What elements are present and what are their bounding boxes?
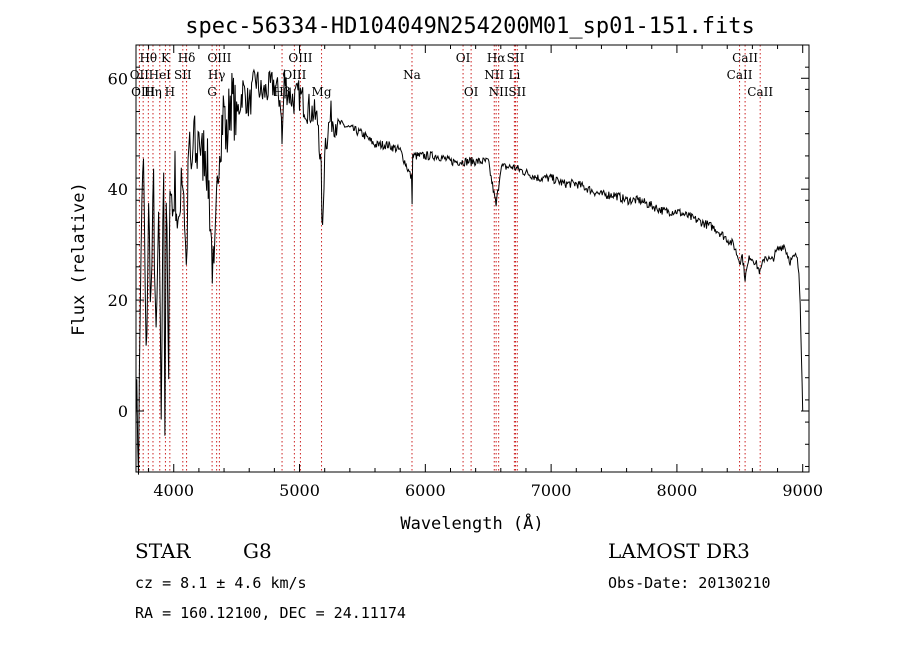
line-label-6: H (165, 85, 175, 99)
line-label-8: Hδ (178, 51, 196, 65)
line-label-2: OIII (131, 85, 155, 99)
line-label-0: Hθ (139, 51, 157, 65)
line-label-15: Mg (312, 85, 332, 99)
line-label-9: OIII (207, 51, 231, 65)
y-tick-label: 20 (108, 291, 128, 310)
line-label-7: SII (174, 68, 192, 82)
object-class: STAR (135, 539, 191, 563)
survey-name: LAMOST DR3 (608, 539, 750, 563)
axis-ticks: 4000 5000 6000 7000 8000 9000 0 20 40 60 (108, 45, 823, 500)
line-label-27: CaII (747, 85, 773, 99)
y-tick-label: 40 (108, 180, 128, 199)
y-tick-label: 60 (108, 69, 128, 88)
line-label-10: Hγ (208, 68, 226, 82)
x-tick-label: 6000 (405, 481, 446, 500)
y-tick-label: 0 (118, 402, 128, 421)
line-label-5: K (161, 51, 171, 65)
line-label-26: CaII (727, 68, 753, 82)
spectral-line-markers (138, 45, 761, 472)
spectrum-line (135, 68, 804, 475)
plot-frame (135, 44, 810, 473)
line-label-25: CaII (732, 51, 758, 65)
line-label-3: Hη (144, 85, 162, 99)
x-tick-label: 7000 (531, 481, 572, 500)
obs-date: Obs-Date: 20130210 (608, 574, 771, 592)
line-label-12: OIII (288, 51, 312, 65)
line-label-21: NII (484, 68, 504, 82)
x-tick-label: 5000 (279, 481, 320, 500)
object-subclass: G8 (243, 539, 272, 563)
x-tick-label: 9000 (782, 481, 823, 500)
line-label-1: OII (130, 68, 150, 82)
chart-title: spec-56334-HD104049N254200M01_sp01-151.f… (185, 14, 755, 39)
line-label-16: Na (403, 68, 421, 82)
line-label-13: OIII (282, 68, 306, 82)
line-label-4: HeI (149, 68, 172, 82)
line-label-22: Li (508, 68, 520, 82)
x-tick-label: 4000 (153, 481, 194, 500)
line-label-23: NII (489, 85, 509, 99)
line-label-19: Hα (487, 51, 506, 65)
line-label-18: OI (464, 85, 479, 99)
line-label-17: OI (456, 51, 471, 65)
line-label-24: SII (508, 85, 526, 99)
x-tick-label: 8000 (657, 481, 698, 500)
line-label-20: SII (507, 51, 525, 65)
x-axis-label: Wavelength (Å) (400, 512, 543, 534)
y-axis-label: Flux (relative) (69, 182, 89, 336)
redshift-value: cz = 8.1 ± 4.6 km/s (135, 574, 307, 592)
line-label-11: G (207, 85, 217, 99)
coordinates: RA = 160.12100, DEC = 24.11174 (135, 604, 406, 622)
